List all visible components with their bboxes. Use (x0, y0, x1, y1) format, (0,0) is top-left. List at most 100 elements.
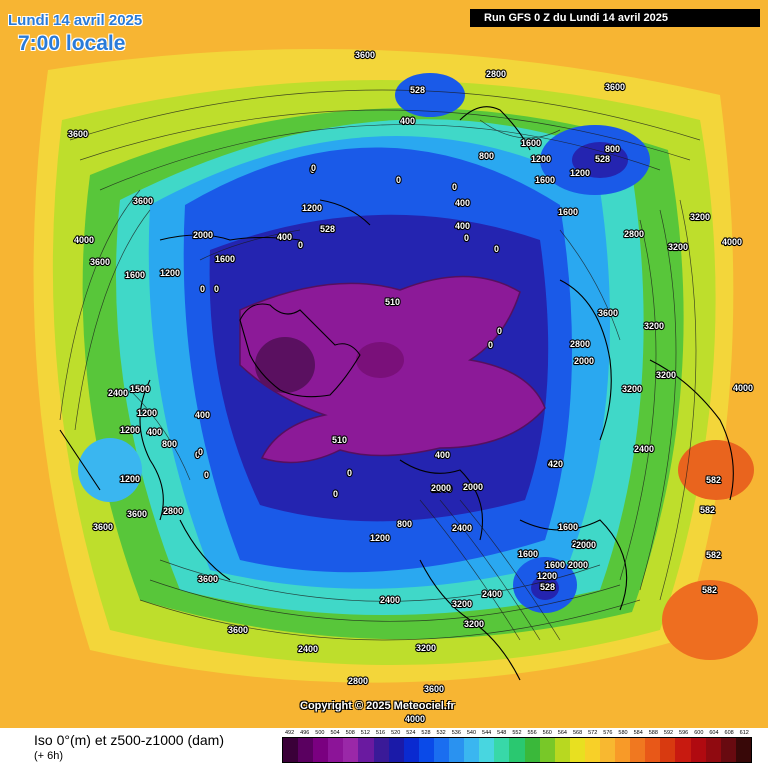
iso0-label: 1600 (545, 560, 565, 570)
iso0-label: 3200 (644, 321, 664, 331)
legend-swatch (735, 738, 751, 762)
iso0-label: 4000 (733, 383, 753, 393)
iso0-label: 400 (455, 198, 470, 208)
legend-swatch (343, 738, 359, 762)
thickness-labels: 528 510 510 528 528 528 582 582 582 582 … (124, 84, 722, 596)
legend-swatch (298, 738, 314, 762)
iso0-label: 1600 (518, 549, 538, 559)
baltic-blob (78, 438, 142, 502)
iso0-label: 3600 (424, 684, 444, 694)
thickness-label: 582 (700, 505, 715, 515)
iso0-label: 3200 (656, 370, 676, 380)
legend-value: 540 (466, 730, 477, 736)
iso0-label: 3200 (464, 619, 484, 629)
iso0-label: 1200 (137, 408, 157, 418)
iso0-label: 0 (452, 182, 457, 192)
iso0-label: 0 (195, 450, 200, 460)
iso0-label: 0 (311, 163, 316, 173)
legend-value: 572 (588, 730, 598, 736)
iso0-label: 800 (479, 151, 494, 161)
iso0-label: 2000 (574, 356, 594, 366)
coastlines (59, 106, 734, 681)
forecast-date: Lundi 14 avril 2025 (8, 12, 143, 29)
iso0-label: 1200 (537, 571, 557, 581)
legend-swatch (630, 738, 646, 762)
legend-value: 564 (557, 730, 567, 736)
legend-value: 560 (542, 730, 552, 736)
legend-swatch (373, 738, 389, 762)
copyright: Copyright © 2025 Meteociel.fr (300, 700, 455, 712)
iso0-label: 2000 (568, 560, 588, 570)
iso0-label: 0 (494, 244, 499, 254)
legend-value: 512 (360, 730, 370, 736)
legend-swatch (509, 738, 525, 762)
iso0-labels: 3600 3600 3600 4000 3600 1600 1200 2000 … (67, 49, 754, 725)
legend-swatch (388, 738, 404, 762)
iso0-label: 0 (200, 284, 205, 294)
iso0-label: 0 (310, 165, 315, 175)
iso0-label: 1200 (160, 268, 180, 278)
warm-core-582 (678, 440, 754, 500)
iso0-label: 3600 (90, 257, 110, 267)
iso0-label: 2000 (463, 482, 483, 492)
iso0-label: 3200 (622, 384, 642, 394)
legend-value: 504 (330, 730, 340, 736)
legend-value: 520 (391, 730, 401, 736)
atlantic-cold-inner (531, 576, 559, 600)
thickness-label: 582 (706, 475, 721, 485)
iso0-label: 2000 (572, 539, 592, 549)
iso0-label: 2400 (108, 388, 128, 398)
iso0-label: 2400 (482, 589, 502, 599)
legend-value: 516 (375, 730, 386, 736)
iso0-label: 3600 (68, 129, 88, 139)
iso0-label: 400 (455, 221, 470, 231)
legend-value: 600 (694, 730, 704, 736)
iso0-label: 0 (464, 233, 469, 243)
pacific-low-inner (572, 142, 628, 178)
iso0-label: 800 (162, 439, 177, 449)
iso0-thickness-map: 528 510 510 528 528 528 582 582 582 582 … (0, 0, 768, 728)
iso0-label: 3200 (668, 242, 688, 252)
iso0-label: 1600 (215, 254, 235, 264)
forecast-time: 7:00 locale (18, 32, 126, 55)
iso0-label: 0 (497, 326, 502, 336)
iso0-label: 3600 (93, 522, 113, 532)
iso0-label: 3600 (605, 82, 625, 92)
iso0-label: 1200 (120, 474, 140, 484)
arctic-low-528 (395, 73, 465, 117)
legend-value: 508 (345, 730, 355, 736)
legend-swatch (494, 738, 510, 762)
iso0-label: 1500 (130, 384, 150, 394)
legend-value: 524 (406, 730, 416, 736)
legend-value: 500 (315, 730, 325, 736)
iso0-label: 2800 (624, 229, 644, 239)
legend-swatch (403, 738, 419, 762)
legend-swatch (539, 738, 555, 762)
iso0-label: 2800 (570, 339, 590, 349)
legend-value: 592 (663, 730, 674, 736)
legend-swatch (524, 738, 540, 762)
thickness-label: 510 (332, 435, 347, 445)
legend-swatch (720, 738, 736, 762)
legend-swatch (569, 738, 585, 762)
legend-swatch (433, 738, 450, 762)
color-legend: 492 496 500 504 508 512 516 520 524 528 532 536 540 5… (282, 729, 752, 763)
iso0-label: 3200 (452, 599, 472, 609)
iso0-label: 2800 (486, 69, 506, 79)
legend-value: 608 (724, 730, 734, 736)
thickness-label: 582 (702, 585, 717, 595)
iso0-label: 0 (347, 468, 352, 478)
thickness-label: 528 (125, 474, 140, 484)
iso0-label: 2400 (298, 644, 318, 654)
legend-value: 496 (300, 730, 310, 736)
iso0-label: 1200 (570, 168, 590, 178)
iso0-label: 2400 (452, 523, 472, 533)
iso0-contours (59, 89, 701, 641)
iso0-label: 4000 (722, 237, 742, 247)
iso0-label: 3600 (598, 308, 618, 318)
iso0-label: 400 (400, 116, 415, 126)
cold-core-pocket (255, 337, 315, 393)
legend-labels: 492 496 500 504 508 512 516 520 524 528 532 536 540 5… (282, 729, 752, 737)
iso0-label: 0 (198, 447, 203, 457)
iso0-label: 2800 (163, 506, 183, 516)
